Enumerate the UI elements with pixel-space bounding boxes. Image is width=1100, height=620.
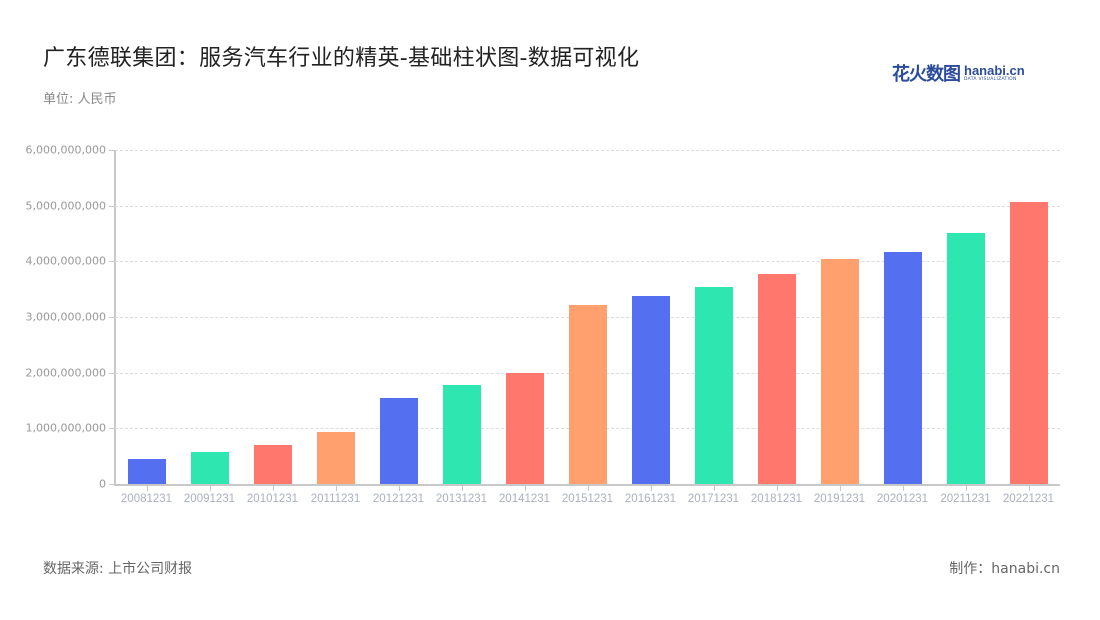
x-tick [209,486,211,491]
x-tick [272,486,274,491]
x-tick [965,486,967,491]
x-tick [461,486,463,491]
x-tick [776,486,778,491]
y-tick-label: 5,000,000,000 [25,199,106,213]
x-tick-label: 20101231 [246,493,299,505]
bar-20211231[interactable] [946,232,985,484]
x-tick [713,486,715,491]
x-tick [335,486,337,491]
x-tick [1028,486,1030,491]
logo-text-cn: 花火数图 [892,64,961,85]
logo-brand: hanabi.cn [964,62,1025,78]
x-tick [650,486,652,491]
x-tick-label: 20111231 [310,493,361,505]
x-tick-label: 20141231 [498,493,551,505]
y-tick-label: 0 [99,477,106,491]
x-tick-label: 20221231 [1002,493,1055,505]
bar-20091231[interactable] [190,452,229,484]
bar-20171231[interactable] [694,287,733,484]
chart-title: 广东德联集团：服务汽车行业的精英-基础柱状图-数据可视化 [43,46,640,71]
y-tick-label: 6,000,000,000 [25,143,106,157]
bar-20111231[interactable] [316,432,355,484]
x-tick-label: 20161231 [624,493,677,505]
bar-20151231[interactable] [568,304,607,484]
x-tick-label: 20201231 [876,493,929,505]
y-tick-label: 2,000,000,000 [25,366,106,380]
x-tick-label: 20171231 [687,493,740,505]
x-tick-label: 20211231 [940,493,991,505]
x-tick [587,486,589,491]
data-source: 数据来源: 上市公司财报 [43,561,193,577]
x-tick-label: 20191231 [813,493,866,505]
gridline [115,150,1060,151]
x-tick [902,486,904,491]
bar-20131231[interactable] [442,385,481,484]
bar-20221231[interactable] [1009,201,1048,484]
y-tick-label: 3,000,000,000 [25,310,106,324]
y-tick [109,428,115,430]
bar-20081231[interactable] [127,458,166,484]
y-tick-label: 1,000,000,000 [25,421,106,435]
x-tick [146,486,148,491]
y-tick [109,372,115,374]
y-tick [109,205,115,207]
x-tick-label: 20081231 [120,493,173,505]
y-tick [109,484,115,485]
bar-20141231[interactable] [505,373,544,484]
x-tick-label: 20091231 [183,493,236,505]
y-tick [109,317,115,318]
credit-label: 制作：hanabi.cn [949,561,1060,577]
bar-20181231[interactable] [757,274,796,484]
x-tick [839,486,841,491]
bar-20201231[interactable] [883,251,922,484]
bar-20191231[interactable] [820,259,859,484]
x-tick-label: 20151231 [561,493,614,505]
gridline [115,205,1060,207]
y-tick [109,261,115,263]
bar-20101231[interactable] [253,445,292,484]
x-tick-label: 20181231 [750,493,803,505]
hanabi-logo: 花火数图 hanabi.cn DATA VISUALIZATION [892,60,1025,86]
y-tick-label: 4,000,000,000 [25,254,106,268]
gridline [115,261,1060,263]
x-tick [398,486,400,491]
y-tick [109,150,115,151]
x-tick-label: 20121231 [372,493,425,505]
x-tick [524,486,526,491]
x-axis [114,484,1060,486]
bar-20161231[interactable] [631,295,670,484]
x-tick-label: 20131231 [435,493,488,505]
logo-text-en: hanabi.cn DATA VISUALIZATION [964,64,1025,83]
logo-tagline: DATA VISUALIZATION [964,76,1017,82]
unit-label: 单位: 人民币 [43,92,117,107]
bar-20121231[interactable] [379,397,418,484]
